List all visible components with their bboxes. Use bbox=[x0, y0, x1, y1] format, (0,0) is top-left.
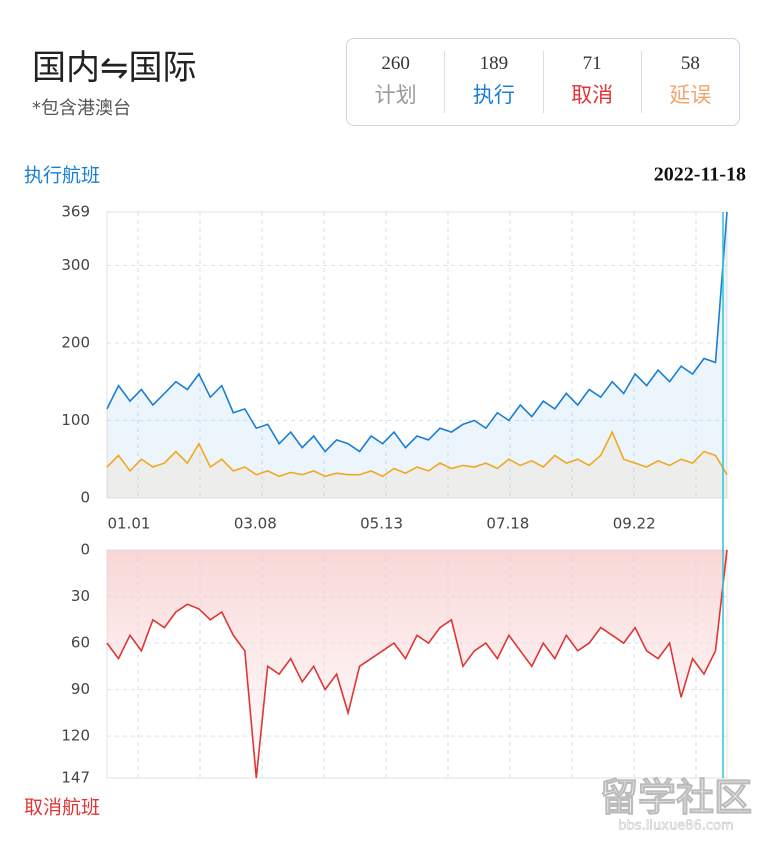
stat: 189 执行 bbox=[445, 51, 544, 113]
stat-value: 260 bbox=[381, 53, 410, 74]
y-tick-label: 369 bbox=[61, 203, 90, 221]
line bbox=[106, 211, 728, 453]
x-tick-label: 03.08 bbox=[234, 515, 277, 533]
stat: 260 计划 bbox=[347, 51, 446, 113]
stat-value: 189 bbox=[479, 53, 509, 74]
y-tick-label: 300 bbox=[61, 256, 90, 274]
stat: 58 延误 bbox=[642, 51, 739, 113]
line bbox=[106, 549, 728, 779]
stats-box: 260 计划 189 执行 71 取消 58 延误 bbox=[346, 38, 740, 126]
chart-title: 取消航班 bbox=[24, 797, 100, 819]
subtitle: *包含港澳台 bbox=[32, 98, 131, 119]
stat-label: 取消 bbox=[571, 83, 614, 107]
stat-label: 执行 bbox=[472, 83, 515, 107]
chart-title: 执行航班 bbox=[24, 165, 100, 187]
y-tick-label: 120 bbox=[61, 727, 90, 745]
y-tick-label: 0 bbox=[80, 541, 90, 559]
y-tick-label: 30 bbox=[71, 587, 90, 605]
stat-value: 71 bbox=[582, 53, 602, 74]
stat-value: 58 bbox=[680, 53, 700, 74]
plot-frame bbox=[106, 211, 728, 499]
area bbox=[107, 432, 727, 498]
watermark: 留学社区 bbox=[600, 776, 752, 820]
title: 国内⇋国际 bbox=[32, 48, 197, 88]
x-tick-label: 01.01 bbox=[108, 515, 151, 533]
y-tick-label: 147 bbox=[61, 769, 90, 787]
y-tick-label: 0 bbox=[80, 489, 90, 507]
y-tick-label: 90 bbox=[71, 680, 90, 698]
y-tick-label: 200 bbox=[61, 333, 90, 351]
watermark-url: bbs.liuxue86.com bbox=[618, 819, 733, 834]
line bbox=[106, 430, 728, 478]
stat: 71 取消 bbox=[544, 51, 642, 113]
x-tick-label: 07.18 bbox=[486, 515, 529, 533]
stat-label: 延误 bbox=[669, 83, 712, 107]
stat-label: 计划 bbox=[374, 83, 417, 107]
date-label: 2022-11-18 bbox=[654, 164, 746, 186]
x-tick-label: 09.22 bbox=[613, 515, 656, 533]
y-tick-label: 100 bbox=[61, 411, 90, 429]
x-tick-label: 05.13 bbox=[360, 515, 403, 533]
y-tick-label: 60 bbox=[71, 634, 90, 652]
